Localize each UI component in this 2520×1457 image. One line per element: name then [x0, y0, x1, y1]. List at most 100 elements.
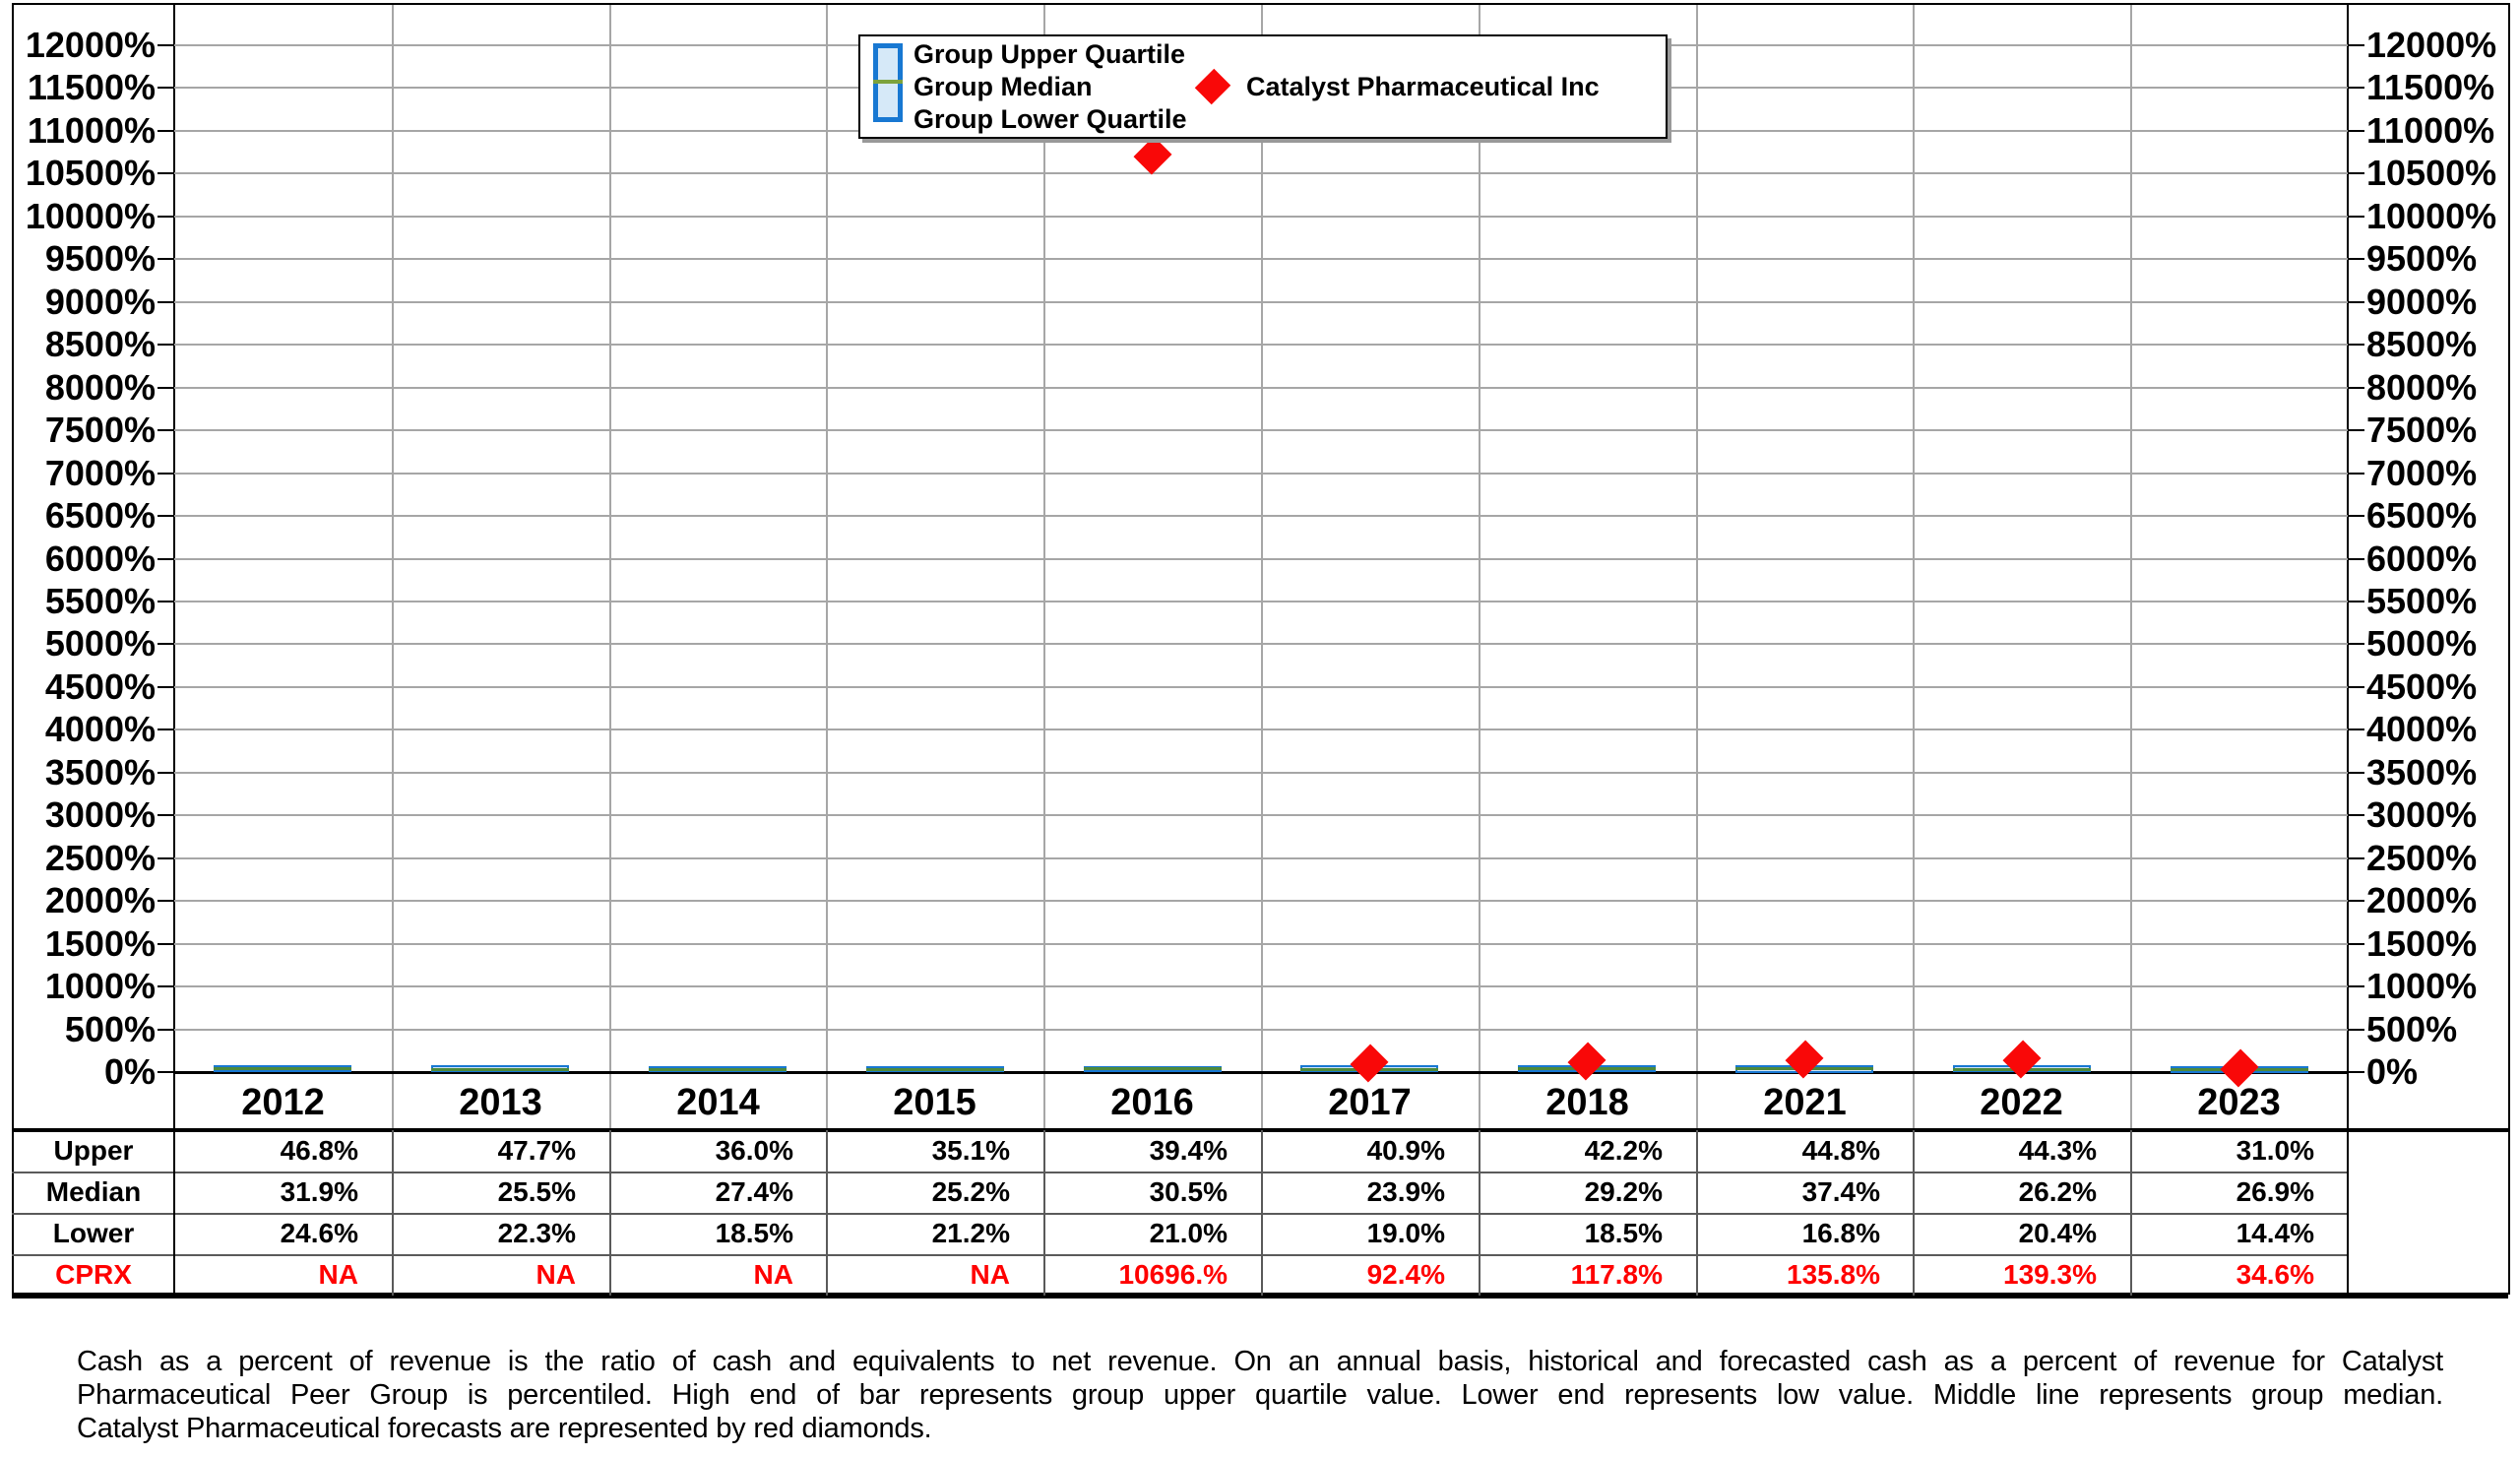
y-axis-tick-label-right: 2000% [2366, 880, 2478, 920]
table-cell: NA [753, 1259, 793, 1290]
table-vertical-border [1913, 1130, 1915, 1296]
table-cell: 44.8% [1801, 1135, 1880, 1166]
y-tick-mark-left [158, 258, 174, 260]
table-vertical-border [2130, 1130, 2132, 1296]
y-axis-tick-label-left: 0% [103, 1051, 156, 1092]
table-cell: 16.8% [1801, 1218, 1880, 1248]
y-axis-tick-label-left: 9500% [44, 238, 156, 279]
x-axis-year-label: 2022 [1980, 1082, 2063, 1123]
table-cell: 31.0% [2236, 1135, 2314, 1166]
y-tick-mark-right [2348, 985, 2364, 987]
y-axis-tick-label-right: 8500% [2366, 324, 2478, 364]
y-tick-mark-right [2348, 130, 2364, 132]
table-row-label: CPRX [55, 1259, 132, 1290]
table-vertical-border [2347, 1130, 2349, 1296]
table-vertical-border [1696, 1130, 1698, 1296]
legend: Group Upper Quartile Group Median Group … [858, 34, 1668, 139]
y-axis-tick-label-left: 8500% [44, 324, 156, 364]
footer-line: Catalyst Pharmaceutical forecasts are re… [77, 1413, 932, 1444]
y-tick-mark-left [158, 601, 174, 602]
y-tick-mark-right [2348, 900, 2364, 902]
footer-note: Cash as a percent of revenue is the rati… [77, 1345, 2443, 1445]
y-tick-mark-left [158, 643, 174, 645]
table-cell: 21.0% [1149, 1218, 1228, 1248]
y-tick-mark-left [158, 558, 174, 560]
table-top-border [12, 1128, 2508, 1132]
table-cell: 18.5% [1584, 1218, 1663, 1248]
x-axis-year-label: 2015 [893, 1082, 976, 1123]
table-cell: 24.6% [280, 1218, 358, 1248]
group-median-line [1084, 1067, 1222, 1071]
y-axis-tick-label-right: 0% [2366, 1051, 2419, 1092]
y-tick-mark-left [158, 1071, 174, 1073]
table-cell: 26.9% [2236, 1176, 2314, 1207]
y-axis-tick-label-right: 7500% [2366, 410, 2478, 450]
y-axis-tick-label-right: 1500% [2366, 923, 2478, 964]
x-gridline [1261, 5, 1263, 1130]
y-tick-mark-left [158, 686, 174, 688]
legend-marker-label: Catalyst Pharmaceutical Inc [1246, 72, 1600, 101]
y-tick-mark-left [158, 344, 174, 346]
table-cell: NA [970, 1259, 1010, 1290]
y-tick-mark-right [2348, 87, 2364, 89]
x-axis-year-label: 2023 [2197, 1082, 2281, 1123]
y-axis-tick-label-right: 8000% [2366, 367, 2478, 408]
y-axis-tick-label-left: 3500% [44, 752, 156, 792]
legend-item-lower-quartile: Group Lower Quartile [914, 104, 1187, 134]
y-axis-tick-label-left: 10500% [25, 153, 156, 193]
table-vertical-border [392, 1130, 394, 1296]
y-axis-tick-label-left: 12000% [25, 25, 156, 65]
y-tick-mark-right [2348, 216, 2364, 218]
table-cell: 29.2% [1584, 1176, 1663, 1207]
table-vertical-border [1261, 1130, 1263, 1296]
group-median-line [431, 1067, 569, 1071]
y-tick-mark-left [158, 473, 174, 475]
y-axis-tick-label-right: 1000% [2366, 966, 2478, 1006]
y-tick-mark-left [158, 216, 174, 218]
y-axis-tick-label-right: 3000% [2366, 794, 2478, 835]
y-axis-tick-label-left: 7000% [44, 453, 156, 493]
x-axis-year-label: 2021 [1763, 1082, 1847, 1123]
table-row-label: Lower [52, 1218, 135, 1248]
y-tick-mark-right [2348, 258, 2364, 260]
y-axis-tick-label-left: 1000% [44, 966, 156, 1006]
y-tick-mark-right [2348, 1071, 2364, 1073]
y-axis-tick-label-right: 3500% [2366, 752, 2478, 792]
legend-median-line-icon [873, 80, 903, 84]
table-cell: 34.6% [2236, 1259, 2314, 1290]
table-cell: 44.3% [2018, 1135, 2097, 1166]
table-row-separator [12, 1213, 2348, 1215]
y-tick-mark-right [2348, 301, 2364, 303]
y-tick-mark-right [2348, 943, 2364, 945]
y-tick-mark-right [2348, 601, 2364, 602]
y-axis-tick-label-left: 8000% [44, 367, 156, 408]
table-cell: NA [536, 1259, 576, 1290]
table-cell: 23.9% [1366, 1176, 1445, 1207]
y-axis-tick-label-left: 1500% [44, 923, 156, 964]
y-tick-mark-left [158, 301, 174, 303]
y-axis-tick-label-left: 7500% [44, 410, 156, 450]
y-tick-mark-left [158, 87, 174, 89]
y-tick-mark-left [158, 44, 174, 46]
y-tick-mark-right [2348, 172, 2364, 174]
table-cell: 37.4% [1801, 1176, 1880, 1207]
plot-left-border [173, 3, 175, 1130]
table-cell: 92.4% [1366, 1259, 1445, 1290]
table-vertical-border [826, 1130, 828, 1296]
y-tick-mark-left [158, 772, 174, 774]
table-cell: 20.4% [2018, 1218, 2097, 1248]
y-tick-mark-right [2348, 686, 2364, 688]
y-tick-mark-right [2348, 429, 2364, 431]
y-axis-tick-label-left: 10000% [25, 196, 156, 236]
table-vertical-border [173, 1130, 175, 1296]
y-axis-tick-label-right: 11500% [2366, 67, 2495, 107]
table-row-separator [12, 1172, 2348, 1173]
y-axis-tick-label-right: 12000% [2366, 25, 2497, 65]
y-axis-tick-label-left: 5000% [44, 623, 156, 664]
x-gridline [1913, 5, 1915, 1130]
y-axis-tick-label-right: 7000% [2366, 453, 2478, 493]
group-median-line [866, 1067, 1004, 1071]
y-tick-mark-right [2348, 814, 2364, 816]
table-vertical-border [1479, 1130, 1480, 1296]
